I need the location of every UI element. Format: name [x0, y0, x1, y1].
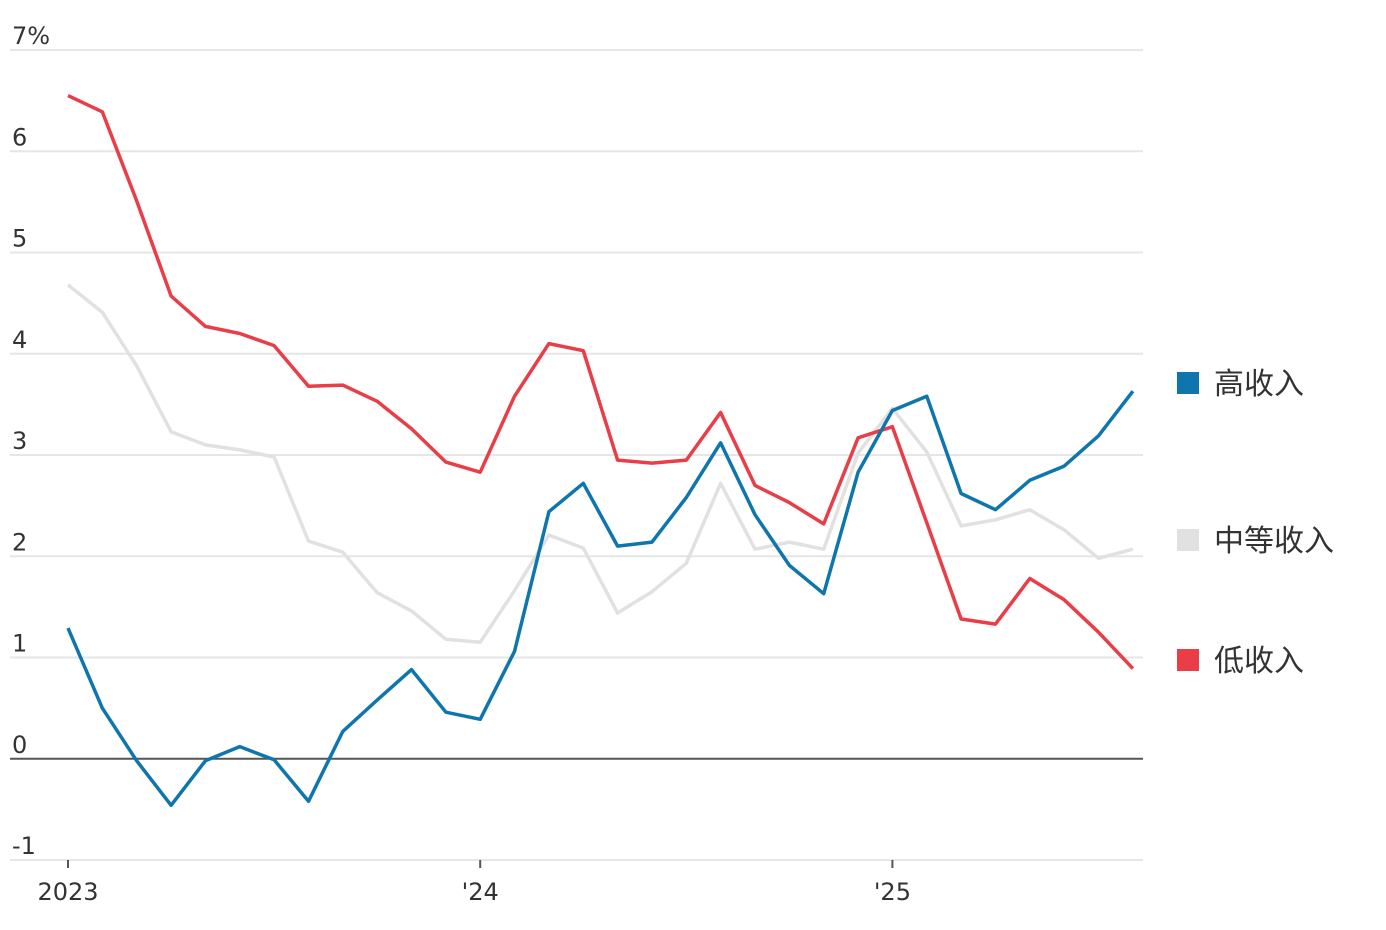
legend-label: 中等收入: [1214, 524, 1334, 559]
y-tick-label: 3: [12, 427, 27, 455]
legend-label: 低收入: [1214, 644, 1304, 679]
y-tick-label: 5: [12, 225, 27, 253]
x-tick-label: '25: [874, 878, 911, 906]
legend-label: 高收入: [1214, 367, 1304, 402]
y-tick-label: -1: [12, 832, 36, 860]
legend-swatch: [1177, 649, 1199, 671]
legend-swatch: [1177, 372, 1199, 394]
series-line: [67, 94, 1135, 670]
y-tick-label: 4: [12, 326, 27, 354]
y-tick-label: 0: [12, 731, 27, 759]
y-tick-label: 2: [12, 528, 27, 556]
y-tick-label: 7%: [12, 22, 50, 50]
legend-swatch: [1177, 529, 1199, 551]
series-line: [66, 283, 1134, 645]
y-tick-label: 1: [12, 630, 27, 658]
y-tick-label: 6: [12, 123, 27, 151]
series-line: [66, 390, 1135, 808]
x-tick-label: '24: [462, 878, 499, 906]
x-tick-label: 2023: [37, 878, 98, 906]
